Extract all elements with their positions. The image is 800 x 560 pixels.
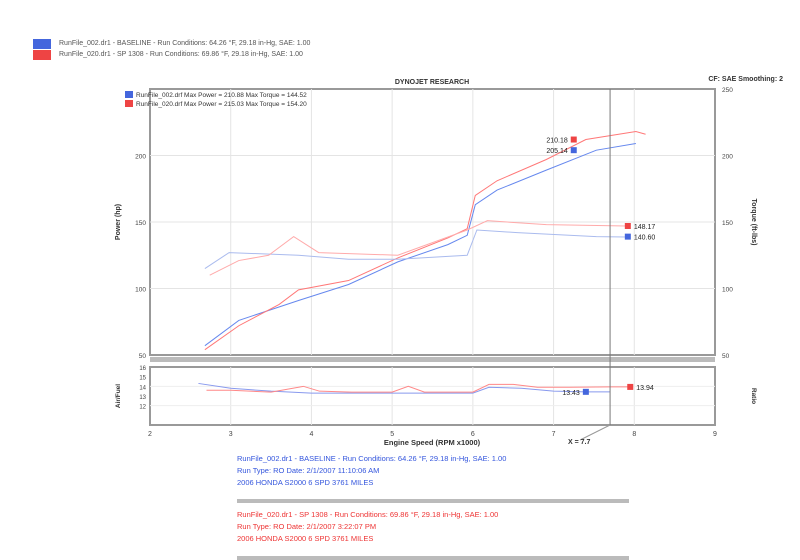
afr-axis-label-left: Air/Fuel xyxy=(115,384,122,408)
y-axis-label-right: Torque (ft-lbs) xyxy=(750,199,757,246)
plot-divider xyxy=(150,357,715,362)
divider xyxy=(237,499,629,503)
afr-y-tick: 12 xyxy=(139,405,146,411)
max-summary: RunFile_020.drf Max Power = 215.03 Max T… xyxy=(136,101,307,108)
y-tick-right: 200 xyxy=(722,154,733,161)
max-summary: RunFile_002.drf Max Power = 210.88 Max T… xyxy=(136,92,307,99)
run-info-line: Run Type: RO Date: 2/1/2007 3:22:07 PM xyxy=(237,522,377,531)
legend-label: RunFile_020.dr1 - SP 1308 - Run Conditio… xyxy=(59,51,303,58)
afr-series-line xyxy=(206,383,631,393)
main-series-line xyxy=(209,220,627,276)
afr-cursor-marker xyxy=(582,388,589,395)
y-tick-left: 100 xyxy=(135,287,146,294)
run-info-line: RunFile_020.dr1 - SP 1308 - Run Conditio… xyxy=(237,510,499,519)
run-info-line: 2006 HONDA S2000 6 SPD 3761 MILES xyxy=(237,478,374,487)
cursor-value-label: 140.60 xyxy=(634,235,656,242)
x-tick: 2 xyxy=(148,431,152,438)
y-tick-left: 200 xyxy=(135,154,146,161)
max-swatch xyxy=(125,100,133,107)
cursor-readout: X = 7.7 xyxy=(568,439,590,446)
cursor-value-label: 148.17 xyxy=(634,224,656,231)
afr-plot-frame xyxy=(149,366,716,426)
y-tick-right: 100 xyxy=(722,287,733,294)
cursor-marker xyxy=(570,136,577,143)
run-info-line: RunFile_002.dr1 - BASELINE - Run Conditi… xyxy=(237,454,507,463)
legend-item: RunFile_002.dr1 - BASELINE - Run Conditi… xyxy=(33,38,310,49)
cursor-marker xyxy=(570,147,577,154)
x-tick: 3 xyxy=(229,431,233,438)
run-info-modified: RunFile_020.dr1 - SP 1308 - Run Conditio… xyxy=(237,509,498,545)
afr-y-tick: 16 xyxy=(139,366,146,372)
legend-swatch xyxy=(33,49,51,60)
y-tick-left: 50 xyxy=(139,353,147,360)
run-info-line: Run Type: RO Date: 2/1/2007 11:10:06 AM xyxy=(237,466,380,475)
main-series-line xyxy=(204,143,636,347)
x-tick: 8 xyxy=(632,431,636,438)
run-info-baseline: RunFile_002.dr1 - BASELINE - Run Conditi… xyxy=(237,453,506,489)
cursor-value-label: 210.18 xyxy=(546,138,568,145)
legend-swatch xyxy=(33,38,51,49)
afr-cursor-value-label: 13.43 xyxy=(562,390,580,397)
cursor-marker xyxy=(624,233,631,240)
main-series-line xyxy=(204,229,627,269)
x-tick: 4 xyxy=(309,431,313,438)
y-tick-right: 50 xyxy=(722,353,730,360)
cursor-value-label: 205.14 xyxy=(546,148,568,155)
x-tick: 5 xyxy=(390,431,394,438)
x-tick: 6 xyxy=(471,431,475,438)
afr-axis-label-right: Ratio xyxy=(750,388,757,404)
y-axis-label-left: Power (hp) xyxy=(115,204,122,240)
chart-title: DYNOJET RESEARCH xyxy=(395,79,469,86)
max-swatch xyxy=(125,91,133,98)
y-tick-right: 150 xyxy=(722,220,733,227)
cursor-leader xyxy=(579,424,611,441)
divider xyxy=(237,556,629,560)
x-tick: 9 xyxy=(713,431,717,438)
legend-label: RunFile_002.dr1 - BASELINE - Run Conditi… xyxy=(59,40,311,47)
cursor-marker xyxy=(624,222,631,229)
y-tick-right: 250 xyxy=(722,87,733,94)
afr-y-tick: 14 xyxy=(139,385,146,391)
afr-cursor-value-label: 13.94 xyxy=(636,385,654,392)
y-tick-left: 150 xyxy=(135,220,146,227)
afr-y-tick: 13 xyxy=(139,395,146,401)
x-tick: 7 xyxy=(552,431,556,438)
x-axis-label: Engine Speed (RPM x1000) xyxy=(384,438,481,447)
afr-y-tick: 15 xyxy=(139,376,146,382)
run-legend: RunFile_002.dr1 - BASELINE - Run Conditi… xyxy=(33,38,310,60)
afr-series-line xyxy=(198,382,611,394)
chart-subtitle: CF: SAE Smoothing: 2 xyxy=(708,76,783,83)
run-info-line: 2006 HONDA S2000 6 SPD 3761 MILES xyxy=(237,534,374,543)
afr-cursor-marker xyxy=(627,383,634,390)
legend-item: RunFile_020.dr1 - SP 1308 - Run Conditio… xyxy=(33,49,310,60)
